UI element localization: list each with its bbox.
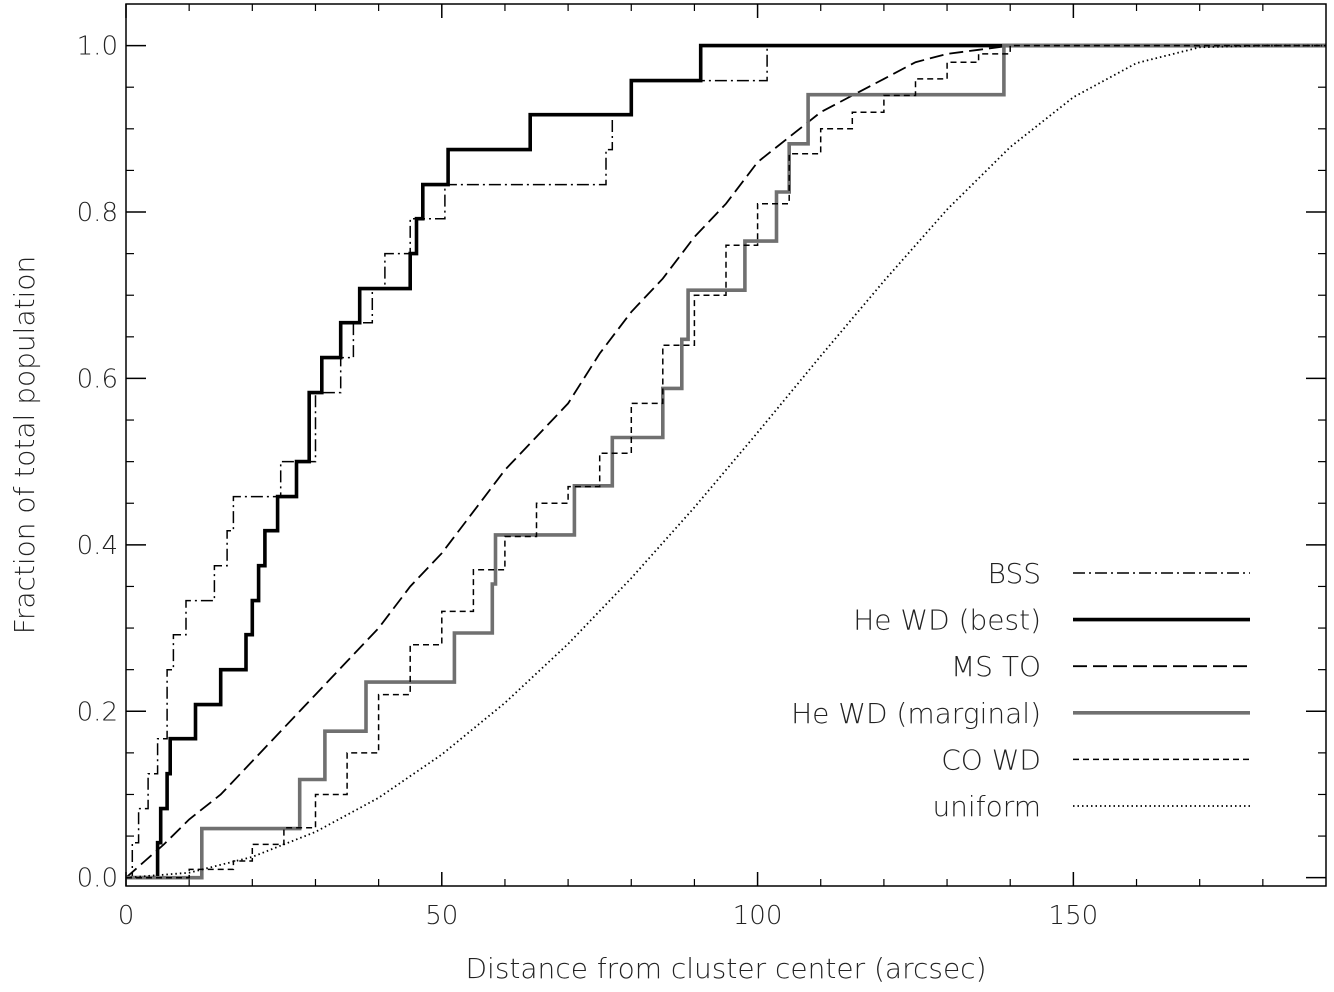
axis-tick-labels: 0 50 100 150 0.0 0.2 0.4 0.6 0.8 1.0 <box>77 32 1099 931</box>
legend-label-1: He WD (best) <box>853 604 1041 637</box>
series-line-uniform <box>125 44 1326 879</box>
series-line-he-wd-marginal <box>126 43 1326 880</box>
y-axis-title: Fraction of total population <box>8 256 41 634</box>
series-line-co-wd <box>126 44 1326 879</box>
series-line-he-wd-best <box>126 43 1326 880</box>
y-tick-label-5: 1.0 <box>77 32 118 62</box>
x-tick-label-0: 0 <box>118 901 135 931</box>
plot-frame <box>125 3 1327 887</box>
y-tick-label-3: 0.6 <box>77 364 118 394</box>
legend-label-3: He WD (marginal) <box>791 697 1041 730</box>
legend: BSS He WD (best) MS TO He WD (marginal) CO W… <box>791 557 1250 823</box>
x-tick-label-1: 50 <box>425 901 458 931</box>
legend-label-0: BSS <box>988 557 1041 590</box>
y-tick-label-0: 0.0 <box>77 864 118 894</box>
y-tick-label-1: 0.2 <box>77 697 118 727</box>
x-tick-label-2: 100 <box>733 901 783 931</box>
series-layer <box>125 43 1326 880</box>
y-tick-label-2: 0.4 <box>77 531 118 561</box>
x-tick-label-3: 150 <box>1049 901 1099 931</box>
axis-ticks <box>125 4 1326 886</box>
x-axis-title: Distance from cluster center (arcsec) <box>465 952 986 985</box>
series-line-ms-to <box>125 44 1326 879</box>
legend-label-5: uniform <box>932 790 1041 823</box>
y-tick-label-4: 0.8 <box>77 198 118 228</box>
legend-label-2: MS TO <box>951 650 1041 683</box>
legend-label-4: CO WD <box>941 743 1041 776</box>
